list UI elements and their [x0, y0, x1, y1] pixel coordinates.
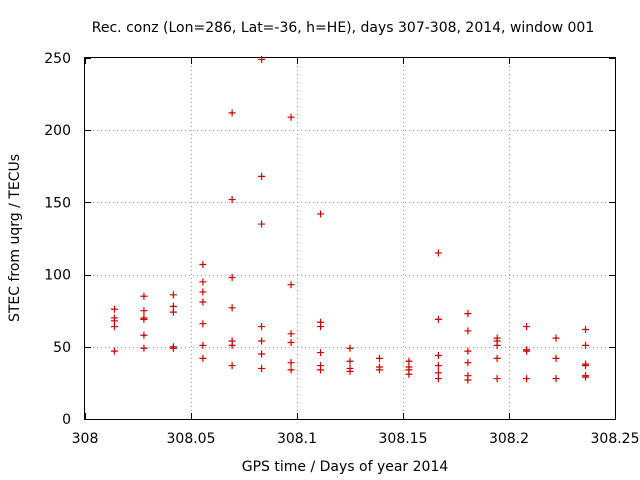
y-tick-label: 200 — [44, 123, 71, 139]
data-point — [582, 362, 590, 370]
data-point — [375, 354, 383, 362]
data-point — [552, 375, 560, 383]
data-point — [582, 325, 590, 333]
x-axis-tick-labels: 308 308.05 308.1 308.15 308.2 308.25 — [72, 431, 640, 447]
x-tick-label: 308.1 — [277, 431, 317, 447]
data-point — [405, 370, 413, 378]
data-point — [582, 341, 590, 349]
data-point — [287, 359, 295, 367]
data-point — [199, 320, 207, 328]
data-point — [258, 172, 266, 180]
data-point — [552, 334, 560, 342]
data-point — [258, 337, 266, 345]
y-tick-label: 0 — [62, 412, 71, 428]
data-point — [523, 375, 531, 383]
data-point — [110, 347, 118, 355]
data-point — [464, 347, 472, 355]
data-point — [110, 305, 118, 313]
data-point — [287, 366, 295, 374]
data-point — [493, 375, 501, 383]
data-point — [228, 304, 236, 312]
data-point — [493, 354, 501, 362]
x-tick-label: 308.15 — [379, 431, 428, 447]
plot-frame — [84, 57, 616, 420]
data-point — [199, 278, 207, 286]
data-point — [346, 367, 354, 375]
data-point — [199, 288, 207, 296]
data-point — [434, 375, 442, 383]
data-point — [287, 330, 295, 338]
data-point — [140, 315, 148, 323]
data-point — [199, 298, 207, 306]
data-point — [346, 344, 354, 352]
data-point — [169, 291, 177, 299]
data-point — [140, 292, 148, 300]
data-point — [464, 376, 472, 384]
y-tick-label: 50 — [53, 340, 71, 356]
x-tick-label: 308.25 — [591, 431, 640, 447]
data-points — [110, 55, 590, 384]
data-point — [169, 344, 177, 352]
data-point — [523, 347, 531, 355]
x-tick-label: 308 — [72, 431, 99, 447]
data-point — [258, 350, 266, 358]
data-point — [582, 373, 590, 381]
data-point — [140, 344, 148, 352]
data-point — [287, 113, 295, 121]
data-point — [199, 260, 207, 268]
data-point — [434, 315, 442, 323]
data-point — [317, 323, 325, 331]
y-axis-tick-labels: 0 50 100 150 200 250 — [44, 51, 71, 428]
x-axis-label: GPS time / Days of year 2014 — [242, 459, 449, 475]
data-point — [228, 196, 236, 204]
data-point — [228, 362, 236, 370]
data-point — [434, 351, 442, 359]
data-point — [464, 359, 472, 367]
data-point — [434, 249, 442, 257]
data-point — [140, 307, 148, 315]
data-point — [375, 366, 383, 374]
data-point — [110, 323, 118, 331]
y-tick-label: 150 — [44, 195, 71, 211]
y-tick-label: 100 — [44, 268, 71, 284]
data-point — [258, 220, 266, 228]
data-point — [523, 323, 531, 331]
data-point — [464, 327, 472, 335]
data-point — [199, 341, 207, 349]
chart-title: Rec. conz (Lon=286, Lat=-36, h=HE), days… — [92, 20, 594, 36]
data-point — [287, 281, 295, 289]
data-point — [317, 349, 325, 357]
data-point — [552, 354, 560, 362]
x-tick-label: 308.2 — [489, 431, 529, 447]
data-point — [464, 310, 472, 318]
y-axis-label: STEC from uqrg / TECUs — [7, 154, 23, 322]
data-point — [228, 341, 236, 349]
data-point — [169, 308, 177, 316]
data-point — [228, 273, 236, 281]
data-point — [317, 210, 325, 218]
data-point — [287, 338, 295, 346]
data-point — [199, 354, 207, 362]
x-tick-label: 308.05 — [167, 431, 216, 447]
data-point — [317, 366, 325, 374]
data-point — [228, 109, 236, 117]
y-tick-label: 250 — [44, 51, 71, 67]
data-point — [258, 364, 266, 372]
data-point — [346, 357, 354, 365]
data-point — [493, 341, 501, 349]
data-point — [140, 331, 148, 339]
data-point — [258, 323, 266, 331]
data-point — [258, 55, 266, 63]
data-point — [434, 362, 442, 370]
